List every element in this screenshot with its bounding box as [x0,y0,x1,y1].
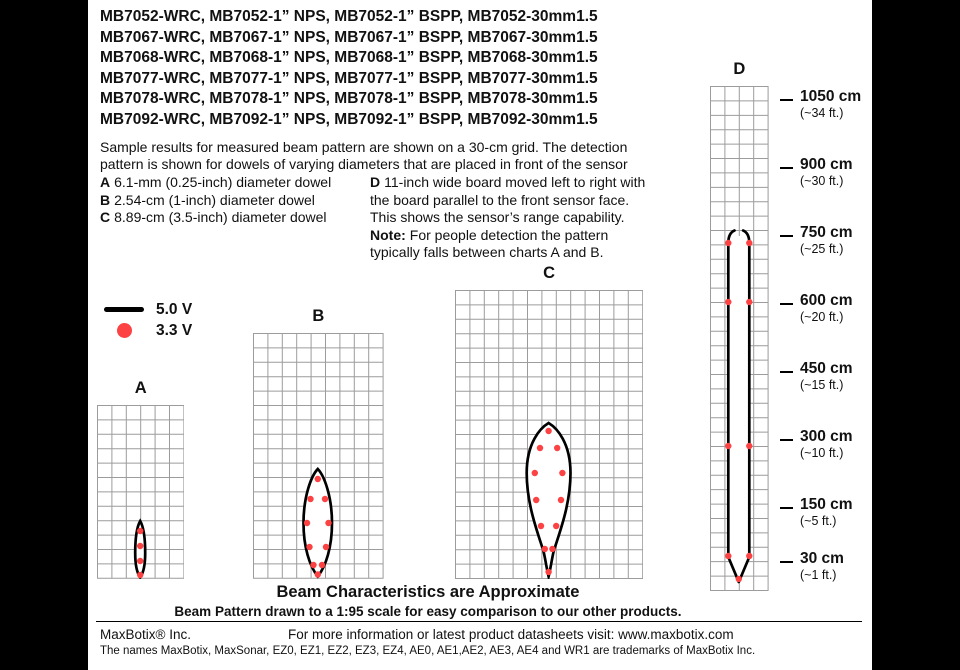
note-text: For people detection the pattern [409,226,609,243]
dowel-key: C [100,209,111,225]
beam-chart-a: A [97,379,185,579]
tick-cm-label: 30 cm [800,550,844,567]
board-text: 11-inch wide board moved left to right w… [384,174,646,190]
note-line: Note: For people detection the pattern [370,227,645,245]
model-line: MB7078-WRC, MB7078-1” NPS, MB7078-1” BSP… [100,90,598,107]
tick-ft-label: (~5 ft.) [800,514,837,528]
tick-cm-label: 750 cm [800,224,853,241]
beam-grid-c [455,290,644,579]
tick-cm-label: 900 cm [800,156,853,173]
board-line: D 11-inch wide board moved left to right … [370,174,645,192]
beam-grid-d [710,86,769,591]
scale-tick: 30 cm (~1 ft.) [780,550,844,583]
model-line: MB7052-WRC, MB7052-1” NPS, MB7052-1” BSP… [100,8,598,25]
tick-mark [780,224,793,237]
chart-c-label: C [543,264,556,282]
dowel-key: B [100,191,111,208]
tick-mark [780,88,793,101]
model-line: MB7092-WRC, MB7092-1” NPS, MB7092-1” BSP… [100,110,598,128]
legend-row-5v: 5.0 V [104,299,192,320]
tick-mark [780,496,793,509]
scale-tick: 150 cm (~5 ft.) [780,496,853,529]
voltage-legend: 5.0 V 3.3 V [104,299,192,341]
beam-pattern-intro: Sample results for measured beam pattern… [100,139,628,172]
tick-cm-label: 1050 cm [800,88,862,105]
beam-chart-d: D [710,60,769,591]
chart-d-label: D [733,60,746,78]
beam-dot-swatch [117,323,132,338]
tick-ft-label: (~10 ft.) [800,446,844,460]
note-label: Note: [370,226,406,243]
intro-line: pattern is shown for dowels of varying d… [100,155,628,172]
dowel-item-b: B 2.54-cm (1-inch) diameter dowel [100,192,331,210]
tick-mark [780,428,793,441]
dowel-text: 8.89-cm (3.5-inch) diameter dowel [114,209,327,225]
dowel-item-c: C 8.89-cm (3.5-inch) diameter dowel [100,209,331,227]
tick-ft-label: (~25 ft.) [800,242,844,256]
dowel-list: A 6.1-mm (0.25-inch) diameter dowel B 2.54… [100,174,331,227]
trademark-notice: The names MaxBotix, MaxSonar, EZ0, EZ1, … [100,645,756,657]
tick-ft-label: (~1 ft.) [800,568,837,582]
tick-ft-label: (~15 ft.) [800,378,844,392]
dowel-text: 6.1-mm (0.25-inch) diameter dowel [114,174,332,190]
tick-mark [780,550,793,563]
model-line: MB7067-WRC, MB7067-1” NPS, MB7067-1” BSP… [100,28,598,46]
range-scale: 1050 cm (~34 ft.) 900 cm (~30 ft.) 750 cm (~2… [780,0,872,600]
model-line: MB7077-WRC, MB7077-1” NPS, MB7077-1” BSP… [100,69,598,87]
scale-tick: 1050 cm (~34 ft.) [780,88,861,121]
board-line: the board parallel to the front sensor f… [370,191,630,208]
company-name: MaxBotix® Inc. [100,627,191,642]
approx-title: Beam Characteristics are Approximate [276,583,580,601]
tick-mark [780,360,793,373]
scale-tick: 750 cm (~25 ft.) [780,224,853,257]
board-description: D 11-inch wide board moved left to right … [370,174,645,262]
note-line: typically falls between charts A and B. [370,244,604,260]
info-link-text: For more information or latest product d… [288,627,734,642]
model-number-list: MB7052-WRC, MB7052-1” NPS, MB7052-1” BSP… [100,7,598,130]
legend-3v3-label: 3.3 V [156,321,193,339]
board-key: D [370,174,381,190]
beam-line-swatch [104,307,144,312]
tick-cm-label: 450 cm [800,360,853,377]
tick-ft-label: (~20 ft.) [800,310,844,324]
dowel-text: 2.54-cm (1-inch) diameter dowel [114,191,315,208]
board-line: This shows the sensor’s range capability… [370,209,625,225]
tick-cm-label: 150 cm [800,496,853,513]
scale-tick: 300 cm (~10 ft.) [780,428,853,461]
tick-mark [780,292,793,305]
beam-grid-a [97,405,185,579]
tick-cm-label: 300 cm [800,428,853,445]
dowel-item-a: A 6.1-mm (0.25-inch) diameter dowel [100,174,331,192]
tick-cm-label: 600 cm [800,292,853,309]
scale-tick: 450 cm (~15 ft.) [780,360,853,393]
legend-5v-label: 5.0 V [156,300,193,318]
beam-chart-b: B [253,307,384,579]
scale-tick: 600 cm (~20 ft.) [780,292,853,325]
tick-mark [780,156,793,169]
beam-chart-c: C [455,264,644,579]
tick-ft-label: (~34 ft.) [800,106,844,120]
chart-b-label: B [312,307,325,325]
beam-grid-b [253,333,384,579]
scale-tick: 900 cm (~30 ft.) [780,156,853,189]
scale-note: Beam Pattern drawn to a 1:95 scale for e… [174,604,682,619]
datasheet-page: MB7052-WRC, MB7052-1” NPS, MB7052-1” BSP… [88,0,872,670]
footer-divider [96,621,862,622]
model-line: MB7068-WRC, MB7068-1” NPS, MB7068-1” BSP… [100,49,598,66]
intro-line: Sample results for measured beam pattern… [100,139,628,155]
tick-ft-label: (~30 ft.) [800,174,844,188]
chart-a-label: A [134,379,147,397]
legend-row-3v3: 3.3 V [104,320,192,341]
dowel-key: A [100,174,111,190]
